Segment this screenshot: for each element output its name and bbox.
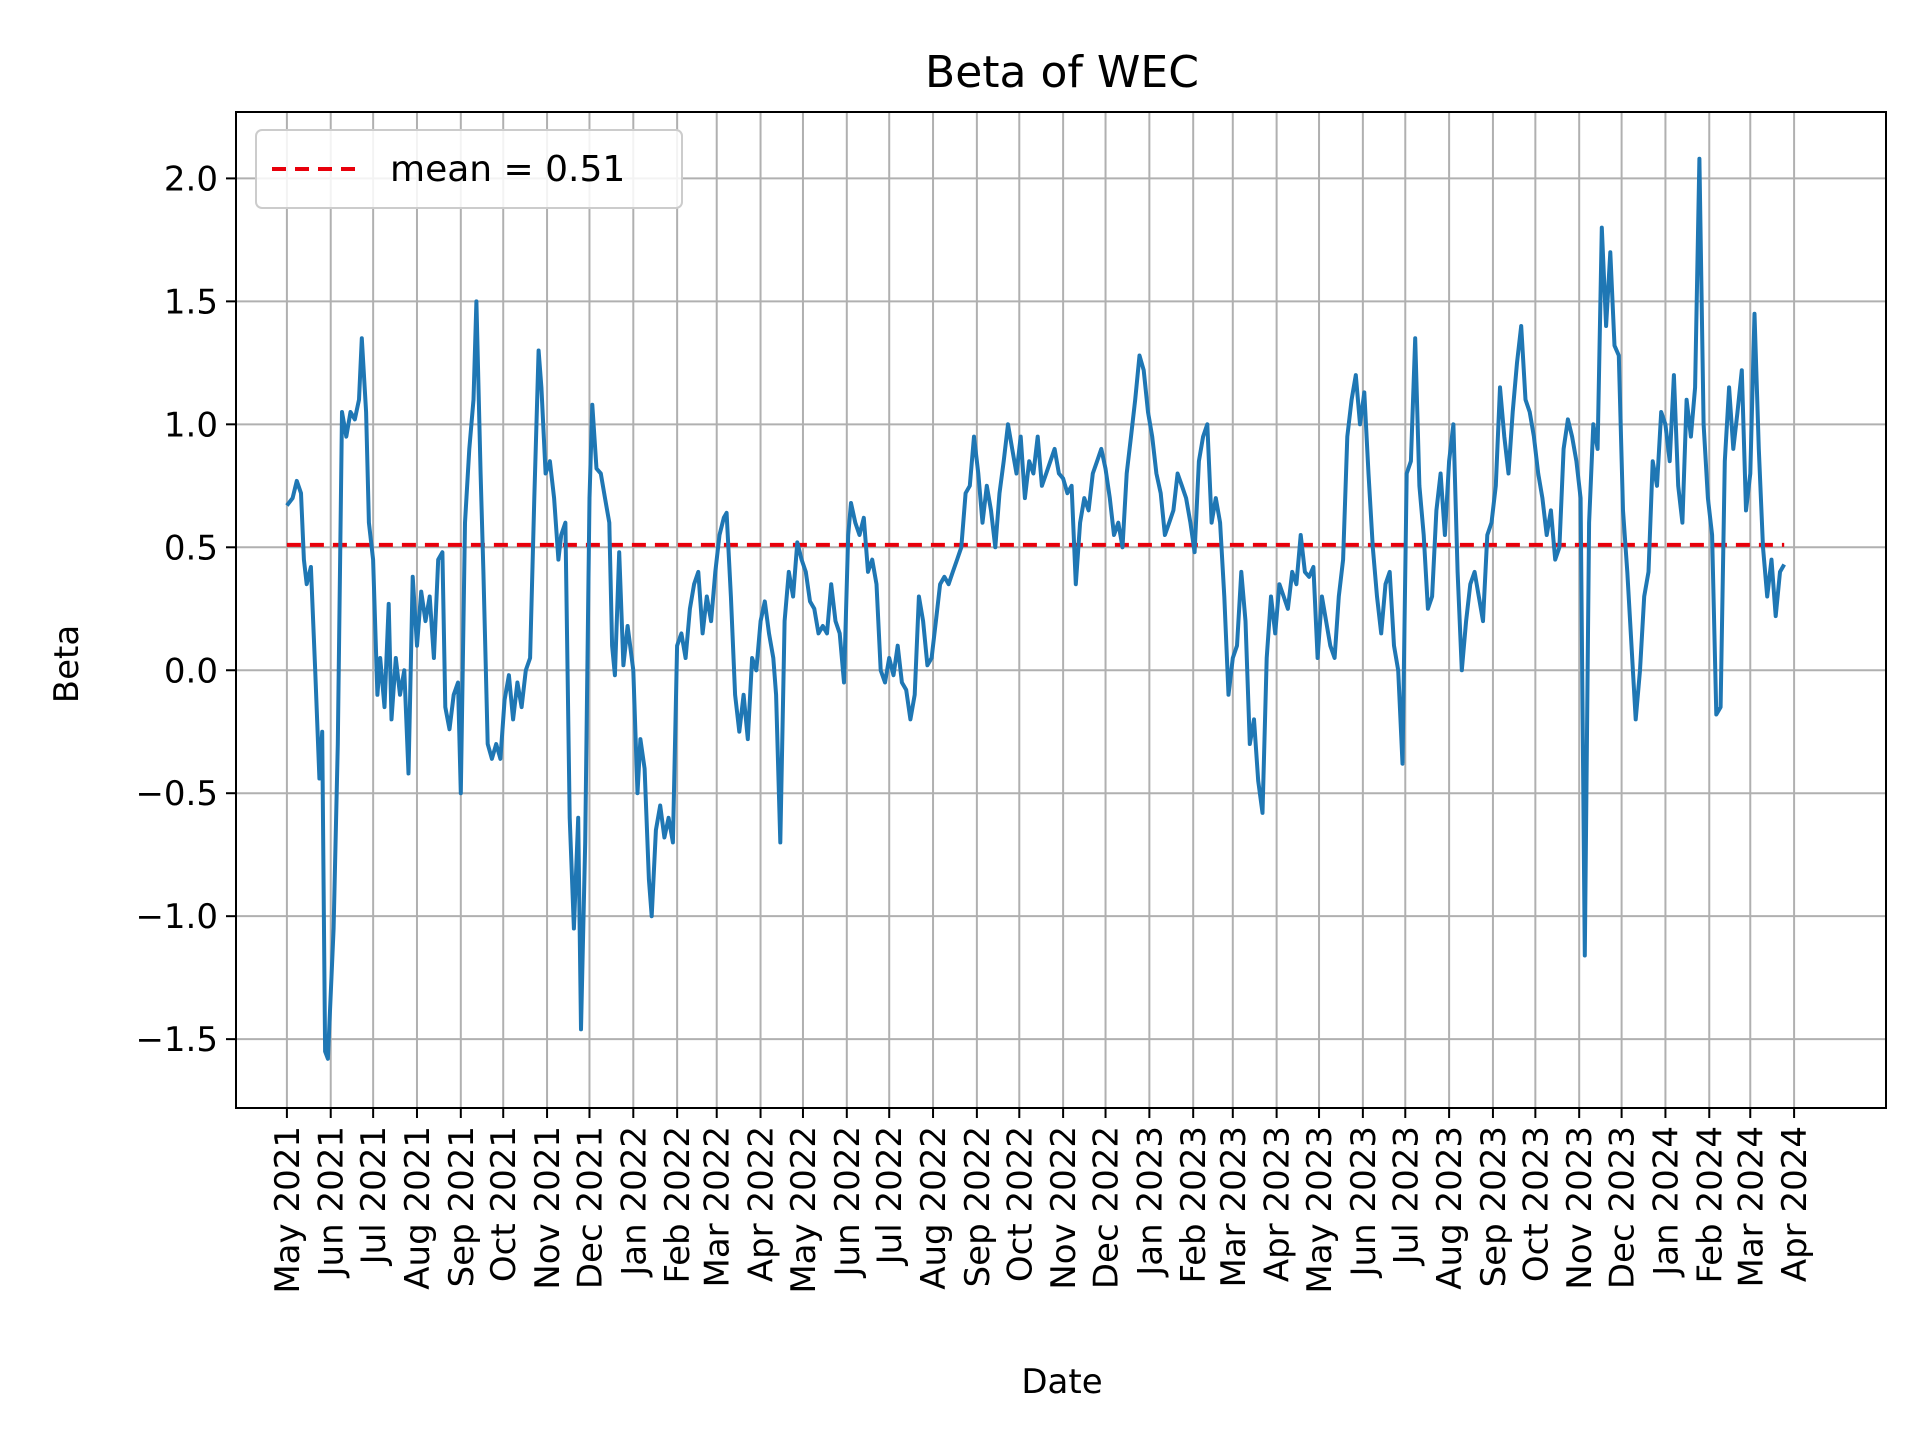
- y-tick-label: −0.5: [135, 774, 218, 814]
- x-tick-label: Apr 2023: [1258, 1126, 1298, 1282]
- y-tick-label: 0.0: [164, 651, 218, 691]
- beta-series-line: [285, 156, 1786, 1061]
- x-tick-label: Apr 2022: [742, 1126, 782, 1282]
- y-axis-ticks: −1.5 −1.0 −0.5 0.0 0.5 1.0 1.5 2.0: [135, 159, 236, 1060]
- x-tick-label: Dec 2022: [1087, 1126, 1127, 1289]
- x-tick-label: Jan 2024: [1646, 1126, 1686, 1278]
- series-layer: [285, 156, 1786, 1061]
- y-tick-label: −1.0: [135, 897, 218, 937]
- x-tick-label: Aug 2022: [914, 1126, 954, 1290]
- x-tick-label: May 2021: [268, 1126, 308, 1294]
- legend-box: [255, 129, 683, 209]
- x-tick-label: Sep 2022: [958, 1126, 998, 1287]
- y-tick-label: 1.0: [164, 405, 218, 445]
- x-tick-label: Apr 2024: [1775, 1126, 1815, 1282]
- x-tick-label: Nov 2021: [528, 1126, 568, 1290]
- x-tick-label: Nov 2023: [1560, 1126, 1600, 1290]
- x-tick-label: Mar 2022: [698, 1126, 738, 1287]
- x-axis-ticks: May 2021 Jun 2021 Jul 2021 Aug 2021 Sep 2021…: [268, 1108, 1815, 1294]
- x-tick-label: Sep 2023: [1474, 1126, 1514, 1287]
- x-tick-label: Aug 2023: [1430, 1126, 1470, 1290]
- y-tick-label: −1.5: [135, 1020, 218, 1060]
- x-tick-label: Dec 2021: [570, 1126, 610, 1289]
- x-tick-label: Jan 2022: [614, 1126, 654, 1278]
- x-tick-label: Mar 2023: [1214, 1126, 1254, 1287]
- x-tick-label: Dec 2023: [1603, 1126, 1643, 1289]
- plot-frame: [235, 111, 1887, 1109]
- x-tick-label: Jun 2021: [312, 1126, 352, 1278]
- x-tick-label: Feb 2024: [1690, 1126, 1730, 1284]
- x-tick-label: Jun 2023: [1344, 1126, 1384, 1278]
- x-tick-label: Oct 2023: [1516, 1126, 1556, 1282]
- legend: mean = 0.51: [255, 129, 683, 209]
- x-tick-label: May 2023: [1300, 1126, 1340, 1294]
- x-tick-label: Jul 2023: [1386, 1126, 1426, 1266]
- x-tick-label: Jul 2021: [354, 1126, 394, 1266]
- x-tick-label: Jun 2022: [828, 1126, 868, 1278]
- x-tick-label: Mar 2024: [1731, 1126, 1771, 1287]
- x-axis-title: Date: [1021, 1362, 1102, 1402]
- chart-title: Beta of WEC: [925, 47, 1199, 98]
- x-tick-label: Feb 2023: [1174, 1126, 1214, 1284]
- y-axis-title: Beta: [47, 625, 87, 703]
- x-tick-label: Oct 2021: [484, 1126, 524, 1282]
- y-tick-label: 1.5: [164, 282, 218, 322]
- x-tick-label: Jan 2023: [1130, 1126, 1170, 1278]
- x-tick-label: Aug 2021: [398, 1126, 438, 1290]
- x-tick-label: Feb 2022: [658, 1126, 698, 1284]
- x-tick-label: Jul 2022: [870, 1126, 910, 1266]
- x-tick-label: Nov 2022: [1044, 1126, 1084, 1290]
- y-tick-label: 0.5: [164, 528, 218, 568]
- y-tick-label: 2.0: [164, 159, 218, 199]
- x-tick-label: May 2022: [784, 1126, 824, 1294]
- x-tick-label: Sep 2021: [442, 1126, 482, 1287]
- x-tick-label: Oct 2022: [1000, 1126, 1040, 1282]
- legend-mean-label: mean = 0.51: [390, 149, 625, 190]
